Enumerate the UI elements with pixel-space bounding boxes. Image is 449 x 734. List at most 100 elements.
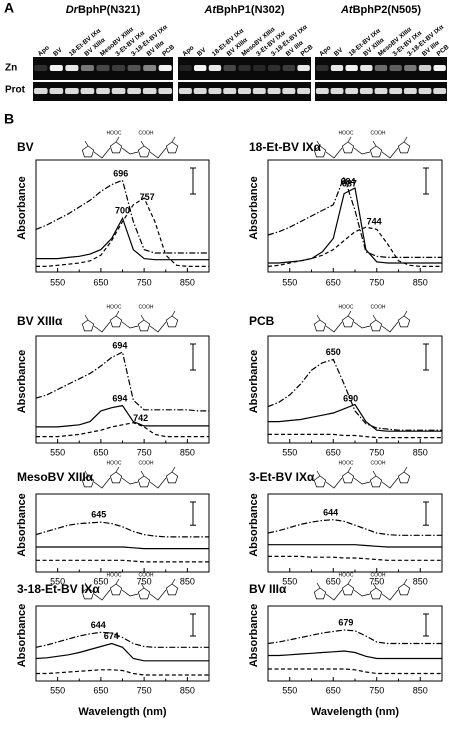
spectrum-curve <box>36 404 209 428</box>
spectrum-curve <box>36 546 209 550</box>
x-tick-label: 550 <box>282 277 297 287</box>
x-tick-label: 550 <box>282 447 297 457</box>
structure-label: HOOC <box>339 304 354 310</box>
substituent <box>403 466 408 473</box>
substituent <box>403 136 408 143</box>
bridge <box>121 321 139 329</box>
peak-label: 700 <box>115 206 130 216</box>
lane-label: BV <box>196 46 208 58</box>
plot-title: 3-18-Et-BV IXα <box>17 582 100 596</box>
prot-band <box>33 88 48 94</box>
zn-band <box>193 65 207 71</box>
ring <box>397 471 411 484</box>
ring <box>341 141 355 154</box>
structure-label: HOOC <box>339 130 354 136</box>
substituent <box>316 314 321 321</box>
ring <box>397 583 411 596</box>
substituent <box>140 470 145 477</box>
gel-title: AtBphP1(N302) <box>203 4 284 16</box>
structure-label: COOH <box>139 304 154 310</box>
ring <box>341 583 355 596</box>
x-tick-label: 650 <box>93 685 108 695</box>
ring <box>81 587 95 600</box>
zn-band <box>374 65 388 71</box>
substituent <box>403 578 408 585</box>
peak-label: 742 <box>133 413 148 423</box>
spectrum-curve <box>35 521 209 538</box>
gel-title-species: At <box>203 4 217 16</box>
x-tick-label: 550 <box>50 685 65 695</box>
spectrum-curve <box>35 631 209 648</box>
ring <box>369 587 383 600</box>
zn-band <box>112 65 126 71</box>
ring <box>397 141 411 154</box>
prot-band <box>49 88 64 94</box>
zn-band <box>360 65 373 71</box>
peak-label: 744 <box>367 216 382 226</box>
peak-label: 696 <box>113 168 128 178</box>
ring <box>165 583 179 596</box>
ring <box>137 587 151 600</box>
x-tick-label: 750 <box>369 277 384 287</box>
bridge <box>93 321 111 333</box>
prot-band <box>433 88 447 94</box>
peak-label: 674 <box>104 631 119 641</box>
zn-band <box>297 65 310 71</box>
ring <box>109 141 123 154</box>
zn-band <box>267 65 281 71</box>
x-tick-label: 650 <box>326 277 341 287</box>
row-label: Zn <box>5 63 17 74</box>
bridge <box>381 589 399 601</box>
y-axis-label: Absorbance <box>248 350 260 414</box>
structure-label: COOH <box>371 304 386 310</box>
bridge <box>381 147 399 159</box>
spectrum-curve <box>267 629 442 645</box>
y-axis-label: Absorbance <box>16 493 28 557</box>
substituent <box>372 140 377 147</box>
bridge <box>93 147 111 159</box>
x-tick-label: 850 <box>413 447 428 457</box>
structure-label: HOOC <box>107 572 122 578</box>
substituent <box>171 310 176 317</box>
x-tick-label: 850 <box>180 685 195 695</box>
bridge <box>149 147 167 159</box>
prot-band <box>80 88 95 94</box>
spectrum-curve <box>268 650 442 660</box>
y-axis-label: Absorbance <box>16 176 28 240</box>
x-tick-label: 650 <box>326 447 341 457</box>
y-axis-label: Absorbance <box>248 604 260 668</box>
spectrum-curve <box>267 358 442 431</box>
x-tick-label: 650 <box>326 576 341 586</box>
prot-band <box>158 88 173 94</box>
prot-band <box>96 88 110 94</box>
structure-label: COOH <box>371 572 386 578</box>
bridge <box>353 147 371 155</box>
ring <box>81 319 95 332</box>
ring <box>137 319 151 332</box>
substituent <box>347 310 352 317</box>
lane-label: BV <box>333 46 345 58</box>
zn-band <box>96 65 110 71</box>
substituent <box>347 466 352 473</box>
gel-title-species: At <box>340 4 354 16</box>
gel-title: DrBphP(N321) <box>66 4 141 16</box>
prot-band <box>418 88 432 94</box>
gel-zn <box>315 57 447 80</box>
x-tick-label: 750 <box>369 576 384 586</box>
bridge <box>353 589 371 597</box>
substituent <box>115 136 120 143</box>
plot-title: 18-Et-BV IXα <box>249 140 322 154</box>
lane-label: Apo <box>37 44 51 58</box>
substituent <box>316 470 321 477</box>
row-label: Prot <box>5 85 26 96</box>
ring <box>81 145 95 158</box>
gel-zn <box>178 57 311 80</box>
gel-title: AtBphP2(N505) <box>340 4 421 16</box>
ring <box>397 315 411 328</box>
peak-label: 650 <box>326 347 341 357</box>
prot-band <box>65 88 79 94</box>
peak-label: 644 <box>91 620 106 630</box>
ring <box>137 145 151 158</box>
prot-band <box>359 88 373 94</box>
